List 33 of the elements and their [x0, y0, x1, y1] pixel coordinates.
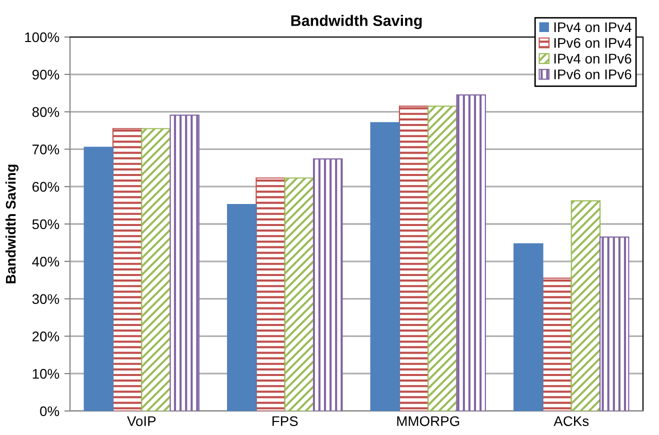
x-tick-label: VoIP	[127, 416, 156, 426]
bar	[542, 278, 572, 411]
y-tick-label: 20%	[32, 332, 60, 342]
bar	[112, 128, 142, 411]
y-tick-label: 50%	[32, 219, 60, 230]
legend-label: IPv4 on IPv6	[554, 54, 632, 64]
chart-title: Bandwidth Saving	[291, 14, 422, 30]
bar	[428, 106, 458, 411]
y-tick-label: 70%	[32, 144, 60, 154]
bar	[256, 177, 286, 411]
y-tick-label: 10%	[32, 368, 60, 379]
x-tick-label: ACKs	[554, 416, 589, 426]
bar	[141, 128, 171, 411]
y-tick-label: 0%	[40, 406, 60, 416]
legend-label: IPv6 on IPv6	[554, 69, 632, 80]
legend-label: IPv4 on IPv4	[554, 22, 632, 32]
y-axis-title: Bandwidth Saving	[6, 164, 19, 284]
bar	[398, 106, 429, 411]
legend-label: IPv6 on IPv4	[554, 38, 632, 48]
y-tick-label: 80%	[32, 107, 60, 117]
y-tick-label: 60%	[32, 182, 60, 192]
bar	[456, 94, 486, 411]
bar	[170, 114, 200, 411]
y-tick-label: 40%	[32, 256, 60, 267]
bar	[284, 177, 314, 411]
x-tick-label: FPS	[272, 416, 298, 426]
y-tick-label: 100%	[25, 32, 60, 42]
y-tick-label: 90%	[32, 70, 60, 80]
bar	[570, 200, 601, 411]
bar	[599, 236, 630, 411]
x-tick-label: MMORPG	[397, 416, 460, 426]
bar	[312, 158, 343, 411]
y-tick-label: 30%	[32, 294, 60, 304]
